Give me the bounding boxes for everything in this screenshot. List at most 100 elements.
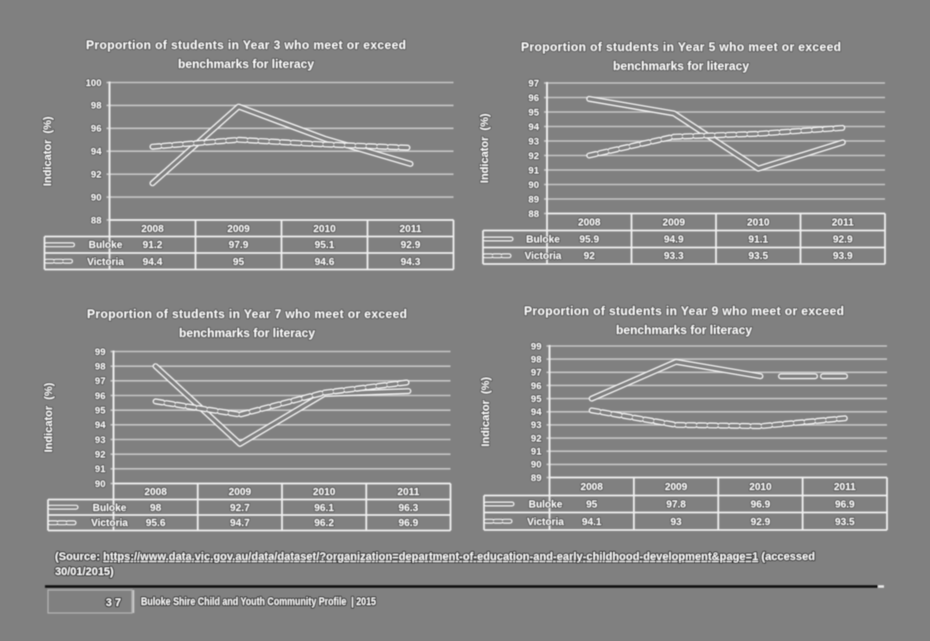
svg-text:98: 98 (531, 354, 542, 365)
svg-text:96.9: 96.9 (751, 500, 771, 511)
svg-text:Buloke: Buloke (89, 240, 123, 251)
svg-text:89: 89 (528, 194, 539, 205)
svg-text:94: 94 (528, 122, 539, 133)
svg-text:Buloke: Buloke (529, 500, 563, 511)
svg-text:2009: 2009 (229, 487, 252, 498)
svg-text:Victoria: Victoria (527, 517, 564, 528)
svg-text:94.7: 94.7 (230, 518, 250, 529)
svg-text:Indicator (%): Indicator (%) (479, 113, 491, 183)
svg-text:99: 99 (95, 347, 106, 358)
svg-text:Indicator (%): Indicator (%) (42, 116, 54, 186)
svg-text:93.3: 93.3 (664, 251, 684, 262)
svg-text:95: 95 (95, 406, 106, 417)
svg-text:94: 94 (91, 147, 102, 158)
svg-text:benchmarks for literacy: benchmarks for literacy (178, 57, 314, 71)
svg-text:94.4: 94.4 (143, 257, 163, 268)
svg-text:96: 96 (528, 93, 539, 104)
svg-text:Victoria: Victoria (525, 251, 562, 262)
svg-text:2010: 2010 (313, 487, 336, 498)
svg-text:92: 92 (91, 170, 102, 181)
svg-text:93: 93 (528, 136, 539, 147)
svg-text:98: 98 (150, 503, 162, 514)
svg-text:92: 92 (531, 433, 542, 444)
svg-text:96.1: 96.1 (314, 503, 334, 514)
svg-text:93.5: 93.5 (748, 251, 768, 262)
svg-text:89: 89 (531, 473, 542, 484)
svg-text:93: 93 (95, 435, 106, 446)
svg-text:96.9: 96.9 (835, 500, 855, 511)
svg-text:benchmarks for literacy: benchmarks for literacy (616, 323, 752, 337)
svg-text:2008: 2008 (144, 487, 167, 498)
svg-text:90: 90 (531, 460, 542, 471)
svg-text:100: 100 (86, 78, 102, 89)
svg-text:Proportion of students in Year: Proportion of students in Year 7 who mee… (87, 307, 407, 321)
svg-text:94.6: 94.6 (315, 257, 335, 268)
svg-text:92.9: 92.9 (833, 235, 853, 246)
svg-text:37: 37 (106, 597, 124, 609)
svg-text:95: 95 (528, 107, 539, 118)
svg-text:95: 95 (586, 500, 598, 511)
svg-text:96: 96 (531, 381, 542, 392)
svg-text:92: 92 (528, 151, 539, 162)
svg-text:93.5: 93.5 (835, 517, 855, 528)
svg-text:96: 96 (95, 391, 106, 402)
svg-text:94: 94 (531, 407, 542, 418)
svg-text:95.6: 95.6 (146, 518, 166, 529)
svg-text:2011: 2011 (834, 482, 856, 493)
svg-text:Indicator (%): Indicator (%) (480, 377, 492, 447)
svg-text:2008: 2008 (580, 482, 603, 493)
svg-text:90: 90 (95, 479, 106, 490)
svg-text:Proportion of students in Year: Proportion of students in Year 3 who mee… (86, 38, 406, 52)
svg-text:2009: 2009 (665, 482, 688, 493)
svg-text:Victoria: Victoria (87, 257, 124, 268)
svg-text:96.3: 96.3 (399, 503, 419, 514)
svg-text:97: 97 (95, 376, 106, 387)
svg-text:97.9: 97.9 (229, 240, 249, 251)
svg-text:30/01/2015): 30/01/2015) (55, 566, 114, 578)
svg-text:88: 88 (91, 215, 102, 226)
svg-text:92: 92 (584, 251, 596, 262)
svg-text:Buloke: Buloke (93, 503, 127, 514)
svg-text:95.1: 95.1 (315, 240, 335, 251)
svg-text:91: 91 (528, 165, 539, 176)
svg-text:94: 94 (95, 420, 106, 431)
svg-text:95: 95 (531, 394, 542, 405)
svg-text:96: 96 (91, 124, 102, 135)
svg-text:95: 95 (233, 257, 245, 268)
svg-text:96.9: 96.9 (399, 518, 419, 529)
svg-text:88: 88 (528, 209, 539, 220)
svg-text:92.9: 92.9 (401, 240, 421, 251)
svg-text:91.1: 91.1 (748, 235, 768, 246)
svg-text:98: 98 (91, 101, 102, 112)
svg-text:Indicator (%): Indicator (%) (43, 382, 55, 452)
svg-text:Victoria: Victoria (91, 518, 128, 529)
svg-text:2008: 2008 (141, 224, 164, 235)
svg-text:92.7: 92.7 (230, 503, 250, 514)
svg-text:94.9: 94.9 (664, 235, 684, 246)
svg-text:97: 97 (528, 78, 539, 89)
svg-text:2011: 2011 (832, 218, 854, 229)
svg-text:2011: 2011 (397, 487, 419, 498)
svg-text:Buloke: Buloke (526, 235, 560, 246)
svg-text:97: 97 (531, 368, 542, 379)
svg-text:98: 98 (95, 362, 106, 373)
svg-text:92.9: 92.9 (751, 517, 771, 528)
svg-text:97.8: 97.8 (666, 500, 686, 511)
svg-text:91: 91 (95, 464, 106, 475)
svg-text:2009: 2009 (663, 218, 686, 229)
svg-text:95.9: 95.9 (579, 235, 599, 246)
svg-text:93.9: 93.9 (833, 251, 853, 262)
svg-text:99: 99 (531, 341, 542, 352)
svg-text:2010: 2010 (313, 224, 336, 235)
svg-text:2010: 2010 (747, 218, 770, 229)
svg-text:94.1: 94.1 (582, 517, 602, 528)
svg-text:2009: 2009 (227, 224, 250, 235)
svg-text:91: 91 (531, 447, 542, 458)
svg-text:Buloke Shire Child and Youth C: Buloke Shire Child and Youth Community P… (141, 596, 376, 608)
svg-text:benchmarks for literacy: benchmarks for literacy (613, 59, 749, 73)
svg-text:90: 90 (91, 192, 102, 203)
svg-text:93: 93 (670, 517, 682, 528)
svg-text:90: 90 (528, 180, 539, 191)
svg-text:benchmarks for literacy: benchmarks for literacy (179, 326, 315, 340)
svg-text:2008: 2008 (578, 218, 601, 229)
